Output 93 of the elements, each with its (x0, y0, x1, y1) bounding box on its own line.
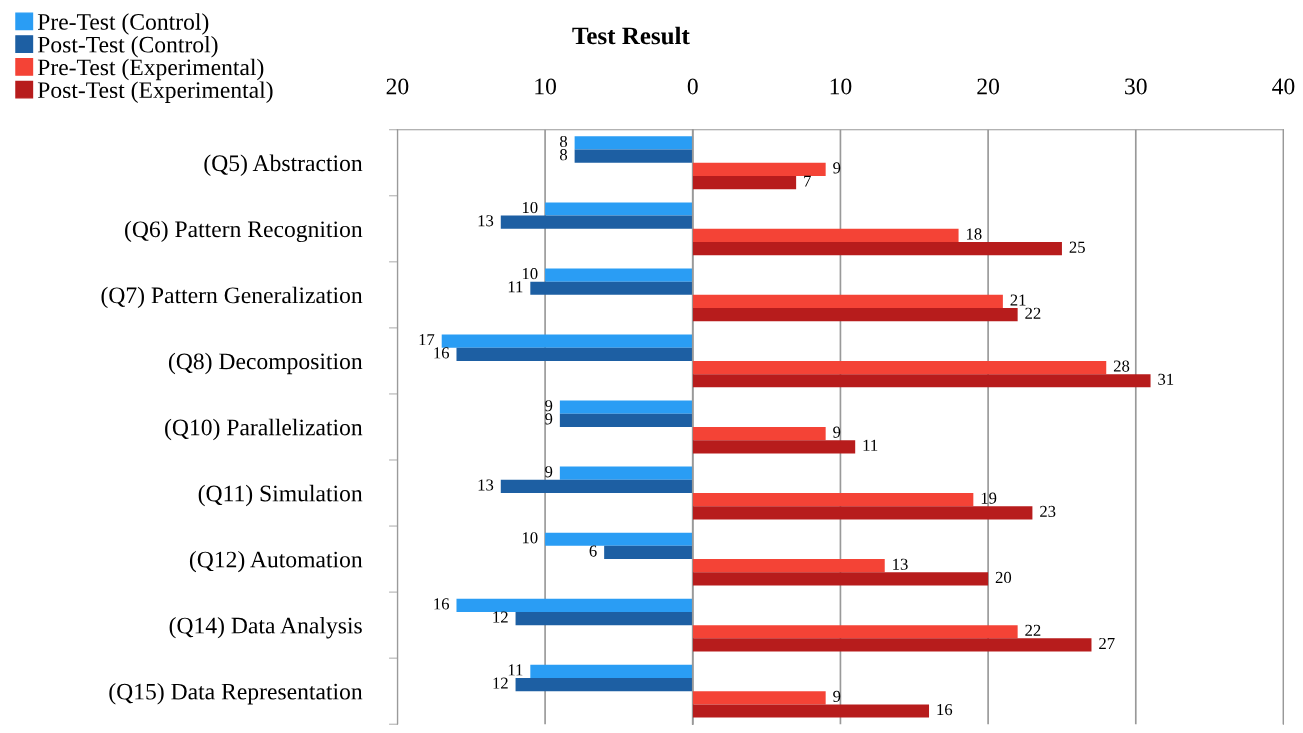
data-label: 9 (833, 690, 841, 702)
data-label: 18 (966, 228, 982, 240)
y-tick-label: (Q6) Pattern Recognition (125, 220, 363, 243)
x-tick-label: 40 (1272, 78, 1295, 95)
bar (692, 638, 1092, 652)
bar (692, 506, 1033, 520)
x-tick-label: 10 (830, 78, 852, 95)
data-label: 6 (589, 545, 597, 557)
data-label: 16 (937, 703, 953, 716)
bar (545, 532, 693, 546)
bar (692, 559, 885, 573)
data-label: 13 (478, 479, 494, 491)
bar (545, 268, 693, 282)
data-label: 21 (1010, 294, 1026, 306)
x-tick-label: 30 (1125, 78, 1147, 95)
data-label: 7 (804, 175, 811, 187)
bar (604, 545, 693, 560)
data-label: 9 (833, 426, 841, 438)
data-label: 27 (1099, 637, 1115, 649)
bar (692, 691, 826, 705)
data-label: 10 (522, 532, 538, 544)
y-tick-label: (Q11) Simulation (198, 484, 363, 507)
data-label: 9 (545, 466, 553, 478)
data-label: 22 (1025, 307, 1041, 319)
x-tick-label: 20 (977, 78, 1000, 95)
data-label: 22 (1025, 624, 1041, 636)
bar (559, 413, 693, 427)
data-label: 12 (493, 611, 508, 623)
data-label: 11 (508, 281, 523, 293)
data-label: 31 (1158, 373, 1174, 385)
legend-label: Post-Test (Control) (37, 35, 218, 58)
data-label: 8 (559, 135, 568, 148)
bar (515, 677, 693, 692)
bar (574, 149, 693, 163)
data-label: 10 (522, 267, 538, 280)
bar (456, 598, 693, 612)
bar (692, 440, 856, 454)
data-label: 8 (559, 149, 568, 161)
data-label: 16 (434, 347, 450, 359)
legend-label: Pre-Test (Experimental) (37, 58, 264, 81)
bar (692, 426, 826, 441)
x-tick-label: 20 (386, 78, 409, 95)
bar (530, 664, 693, 678)
bar (574, 136, 693, 150)
bar (559, 466, 693, 480)
data-label: 9 (833, 162, 841, 174)
bar (692, 493, 974, 507)
y-tick-label: (Q8) Decomposition (168, 352, 363, 375)
y-tick-label: (Q5) Abstraction (204, 154, 363, 176)
data-label: 28 (1113, 360, 1130, 372)
bar (692, 572, 989, 586)
bar (692, 704, 930, 718)
y-tick-label: (Q12) Automation (189, 550, 363, 573)
bar (545, 202, 693, 216)
chart-title: Test Result (572, 26, 690, 45)
legend-label: Post-Test (Experimental) (37, 81, 273, 103)
bar (692, 294, 1003, 309)
bar (441, 334, 693, 348)
y-tick-label: (Q15) Data Representation (109, 682, 363, 705)
data-label: 23 (1040, 505, 1056, 518)
bar (559, 400, 693, 414)
bar (692, 175, 797, 190)
y-tick-label: (Q10) Parallelization (165, 418, 363, 441)
bar (692, 242, 1062, 256)
bar (692, 308, 1018, 322)
bar (500, 479, 693, 494)
bar (692, 360, 1107, 375)
y-tick-label: (Q7) Pattern Generalization (101, 286, 363, 309)
data-label: 17 (419, 334, 435, 346)
data-label: 13 (893, 558, 908, 570)
data-label: 9 (545, 400, 553, 412)
data-label: 11 (508, 664, 523, 676)
data-label: 13 (478, 215, 494, 227)
data-label: 11 (863, 439, 878, 451)
bar (692, 374, 1151, 388)
bar (530, 281, 693, 295)
bar (692, 228, 959, 243)
data-label: 10 (522, 201, 538, 214)
data-label: 25 (1069, 241, 1085, 253)
data-label: 20 (995, 571, 1012, 584)
y-tick-label: (Q14) Data Analysis (169, 616, 362, 639)
bar (500, 215, 693, 229)
data-label: 12 (493, 677, 508, 689)
data-label: 16 (434, 598, 450, 610)
data-label: 19 (981, 492, 997, 504)
x-tick-label: 0 (687, 78, 698, 95)
x-tick-label: 10 (535, 78, 556, 95)
bar (692, 162, 826, 176)
legend-label: Pre-Test (Control) (37, 13, 209, 35)
bar (692, 625, 1018, 639)
bar (456, 347, 693, 361)
bar (515, 611, 693, 626)
data-label: 9 (545, 413, 553, 425)
